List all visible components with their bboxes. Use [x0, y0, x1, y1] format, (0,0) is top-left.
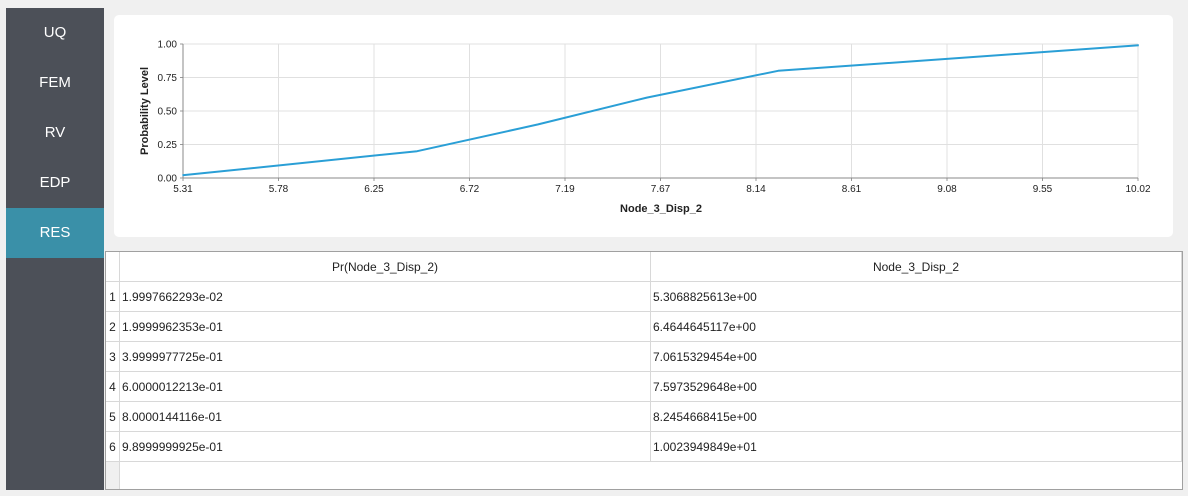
x-tick-label: 5.31: [173, 184, 193, 195]
results-table[interactable]: Pr(Node_3_Disp_2) Node_3_Disp_2 1 1.99976…: [105, 251, 1183, 490]
x-tick-label: 8.61: [842, 184, 862, 195]
chart-series: [182, 44, 1139, 177]
cell-probability[interactable]: 6.0000012213e-01: [120, 372, 651, 402]
nav-item-uq[interactable]: UQ: [43, 24, 67, 41]
sidebar: UQ FEM RV EDP RES: [6, 8, 104, 490]
x-tick-label: 8.14: [746, 184, 766, 195]
cell-displacement[interactable]: 1.0023949849e+01: [651, 432, 1182, 462]
chart-card: 5.31 5.78 6.25 6.72 7.19 7.67 8.14 8.61 9.08 9.55…: [114, 15, 1173, 237]
x-tick-label: 10.02: [1125, 184, 1150, 195]
row-number[interactable]: 1: [106, 282, 120, 312]
cell-probability[interactable]: 3.9999977725e-01: [120, 342, 651, 372]
cell-probability[interactable]: 1.9997662293e-02: [120, 282, 651, 312]
nav-item-edp[interactable]: EDP: [39, 174, 71, 191]
nav-item-rv[interactable]: RV: [44, 124, 66, 141]
x-tick-label: 5.78: [269, 184, 289, 195]
x-axis-title: Node_3_Disp_2: [620, 203, 702, 215]
row-number[interactable]: 5: [106, 402, 120, 432]
x-tick-label: 6.25: [364, 184, 384, 195]
cell-displacement[interactable]: 6.4644645117e+00: [651, 312, 1182, 342]
x-tick-label: 9.55: [1033, 184, 1053, 195]
chart-ticks: 5.31 5.78 6.25 6.72 7.19 7.67 8.14 8.61 9.08 9.55…: [158, 40, 1151, 196]
nav-item-fem[interactable]: FEM: [39, 74, 71, 91]
cell-probability[interactable]: 8.0000144116e-01: [120, 402, 651, 432]
cell-displacement[interactable]: 7.0615329454e+00: [651, 342, 1182, 372]
y-tick-label: 0.25: [158, 140, 178, 151]
row-number[interactable]: 6: [106, 432, 120, 462]
row-number[interactable]: 3: [106, 342, 120, 372]
cell-displacement[interactable]: 8.2454668415e+00: [651, 402, 1182, 432]
x-tick-label: 7.67: [651, 184, 671, 195]
table-corner[interactable]: [106, 252, 120, 282]
cdf-chart: 5.31 5.78 6.25 6.72 7.19 7.67 8.14 8.61 9.08 9.55…: [139, 40, 1151, 216]
chart-grid: [182, 43, 1139, 179]
row-number[interactable]: 4: [106, 372, 120, 402]
x-tick-label: 9.08: [937, 184, 957, 195]
cell-probability[interactable]: 1.9999962353e-01: [120, 312, 651, 342]
cdf-series-line: [182, 44, 1139, 177]
cell-displacement[interactable]: 5.3068825613e+00: [651, 282, 1182, 312]
cell-probability[interactable]: 9.8999999925e-01: [120, 432, 651, 462]
x-tick-label: 7.19: [555, 184, 575, 195]
y-tick-label: 1.00: [158, 40, 178, 51]
y-axis-title: Probability Level: [139, 67, 151, 155]
x-tick-label: 6.72: [460, 184, 480, 195]
column-header-probability[interactable]: Pr(Node_3_Disp_2): [120, 252, 651, 282]
y-tick-label: 0.00: [158, 174, 178, 185]
row-number[interactable]: 2: [106, 312, 120, 342]
cell-displacement[interactable]: 7.5973529648e+00: [651, 372, 1182, 402]
y-tick-label: 0.75: [158, 73, 178, 84]
y-tick-label: 0.50: [158, 107, 178, 118]
nav-item-res[interactable]: RES: [6, 208, 104, 258]
column-header-displacement[interactable]: Node_3_Disp_2: [651, 252, 1182, 282]
